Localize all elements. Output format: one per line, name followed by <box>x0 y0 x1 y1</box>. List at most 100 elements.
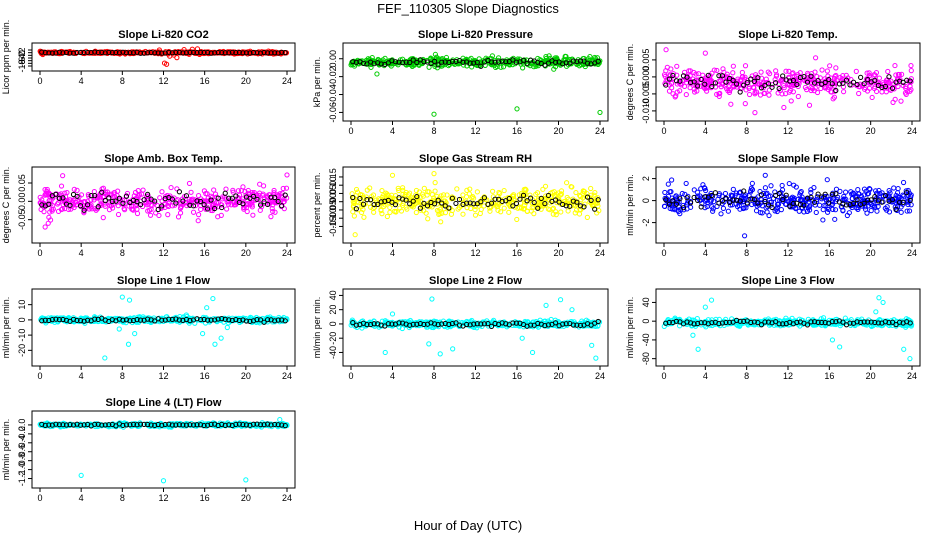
x-tick-label: 12 <box>470 126 480 136</box>
series-points <box>38 417 289 482</box>
panel-ylabel: ml/min per min. <box>625 297 635 359</box>
y-tick-label: -20 <box>328 332 338 345</box>
y-tick-label: 40 <box>328 290 338 300</box>
outlier-point <box>430 297 434 301</box>
panel-ylabel: degrees C per min. <box>625 44 635 121</box>
figure-title: FEF_110305 Slope Diagnostics <box>377 1 559 16</box>
data-point <box>507 210 511 214</box>
data-point <box>787 181 791 185</box>
data-point <box>743 102 747 106</box>
y-tick-label: 0 <box>641 319 651 324</box>
x-tick-label: 8 <box>120 493 125 503</box>
data-point <box>754 209 758 213</box>
data-point <box>812 186 816 190</box>
y-tick-label: 0.05 <box>17 174 27 192</box>
data-point <box>166 213 170 217</box>
outlier-point <box>558 298 562 302</box>
data-point <box>696 72 700 76</box>
data-point <box>901 180 905 184</box>
x-tick-label: 4 <box>703 126 708 136</box>
x-tick-label: 12 <box>783 248 793 258</box>
outlier-point <box>590 343 594 347</box>
secondary-point <box>859 75 863 79</box>
outlier-point <box>709 298 713 302</box>
x-tick-label: 4 <box>79 76 84 86</box>
outlier-point <box>432 172 436 176</box>
y-tick-label: -0.010 <box>641 98 651 124</box>
x-tick-label: 20 <box>553 126 563 136</box>
data-point <box>856 188 860 192</box>
x-tick-label: 24 <box>595 371 605 381</box>
y-tick-label: 0.00 <box>17 193 27 211</box>
outlier-point <box>43 225 47 229</box>
outlier-point <box>213 342 217 346</box>
panel-title: Slope Line 1 Flow <box>117 275 210 287</box>
data-point <box>196 193 200 197</box>
x-tick-label: 24 <box>282 76 292 86</box>
data-point <box>780 183 784 187</box>
outlier-point <box>530 350 534 354</box>
x-tick-label: 24 <box>907 126 917 136</box>
data-point <box>844 190 848 194</box>
y-tick-label: -1.2 <box>17 471 27 487</box>
x-tick-label: 16 <box>824 371 834 381</box>
outlier-point <box>830 338 834 342</box>
outlier-point <box>438 352 442 356</box>
x-tick-label: 24 <box>907 371 917 381</box>
x-tick-label: 16 <box>512 248 522 258</box>
data-point <box>585 215 589 219</box>
x-tick-label: 12 <box>158 76 168 86</box>
outlier-point <box>390 173 394 177</box>
x-tick-label: 4 <box>390 126 395 136</box>
data-point <box>502 188 506 192</box>
outlier-point <box>205 306 209 310</box>
data-point <box>899 210 903 214</box>
data-point <box>455 187 459 191</box>
panel-ylabel: degrees C per min. <box>1 167 11 244</box>
data-point <box>565 181 569 185</box>
x-tick-label: 20 <box>553 248 563 258</box>
data-point <box>473 213 477 217</box>
data-point <box>116 212 120 216</box>
outlier-point <box>598 110 602 114</box>
data-point <box>789 99 793 103</box>
data-point <box>589 186 593 190</box>
x-tick-label: 8 <box>431 126 436 136</box>
x-tick-label: 16 <box>200 76 210 86</box>
panel-ylabel: kPa per min. <box>312 57 322 108</box>
plot-frame <box>343 43 608 121</box>
x-tick-label: 24 <box>595 126 605 136</box>
data-point <box>670 178 674 182</box>
x-tick-label: 4 <box>390 248 395 258</box>
outlier-point <box>126 342 130 346</box>
data-point <box>490 189 494 193</box>
x-tick-label: 24 <box>907 248 917 258</box>
data-point <box>101 216 105 220</box>
data-point <box>380 188 384 192</box>
data-point <box>197 213 201 217</box>
data-point <box>828 64 832 68</box>
x-tick-label: 8 <box>744 248 749 258</box>
secondary-point <box>454 201 458 205</box>
series-points <box>350 172 601 237</box>
x-tick-label: 16 <box>200 493 210 503</box>
outlier-point <box>570 308 574 312</box>
data-point <box>543 184 547 188</box>
x-tick-label: 8 <box>431 371 436 381</box>
x-tick-label: 4 <box>703 248 708 258</box>
secondary-point <box>770 85 774 89</box>
data-point <box>135 211 139 215</box>
y-tick-label: 20 <box>328 305 338 315</box>
data-point <box>554 213 558 217</box>
x-tick-label: 20 <box>553 371 563 381</box>
data-point <box>414 210 418 214</box>
data-point <box>731 71 735 75</box>
outlier-point <box>120 295 124 299</box>
x-tick-label: 24 <box>282 248 292 258</box>
outlier-point <box>225 325 229 329</box>
data-point <box>774 69 778 73</box>
